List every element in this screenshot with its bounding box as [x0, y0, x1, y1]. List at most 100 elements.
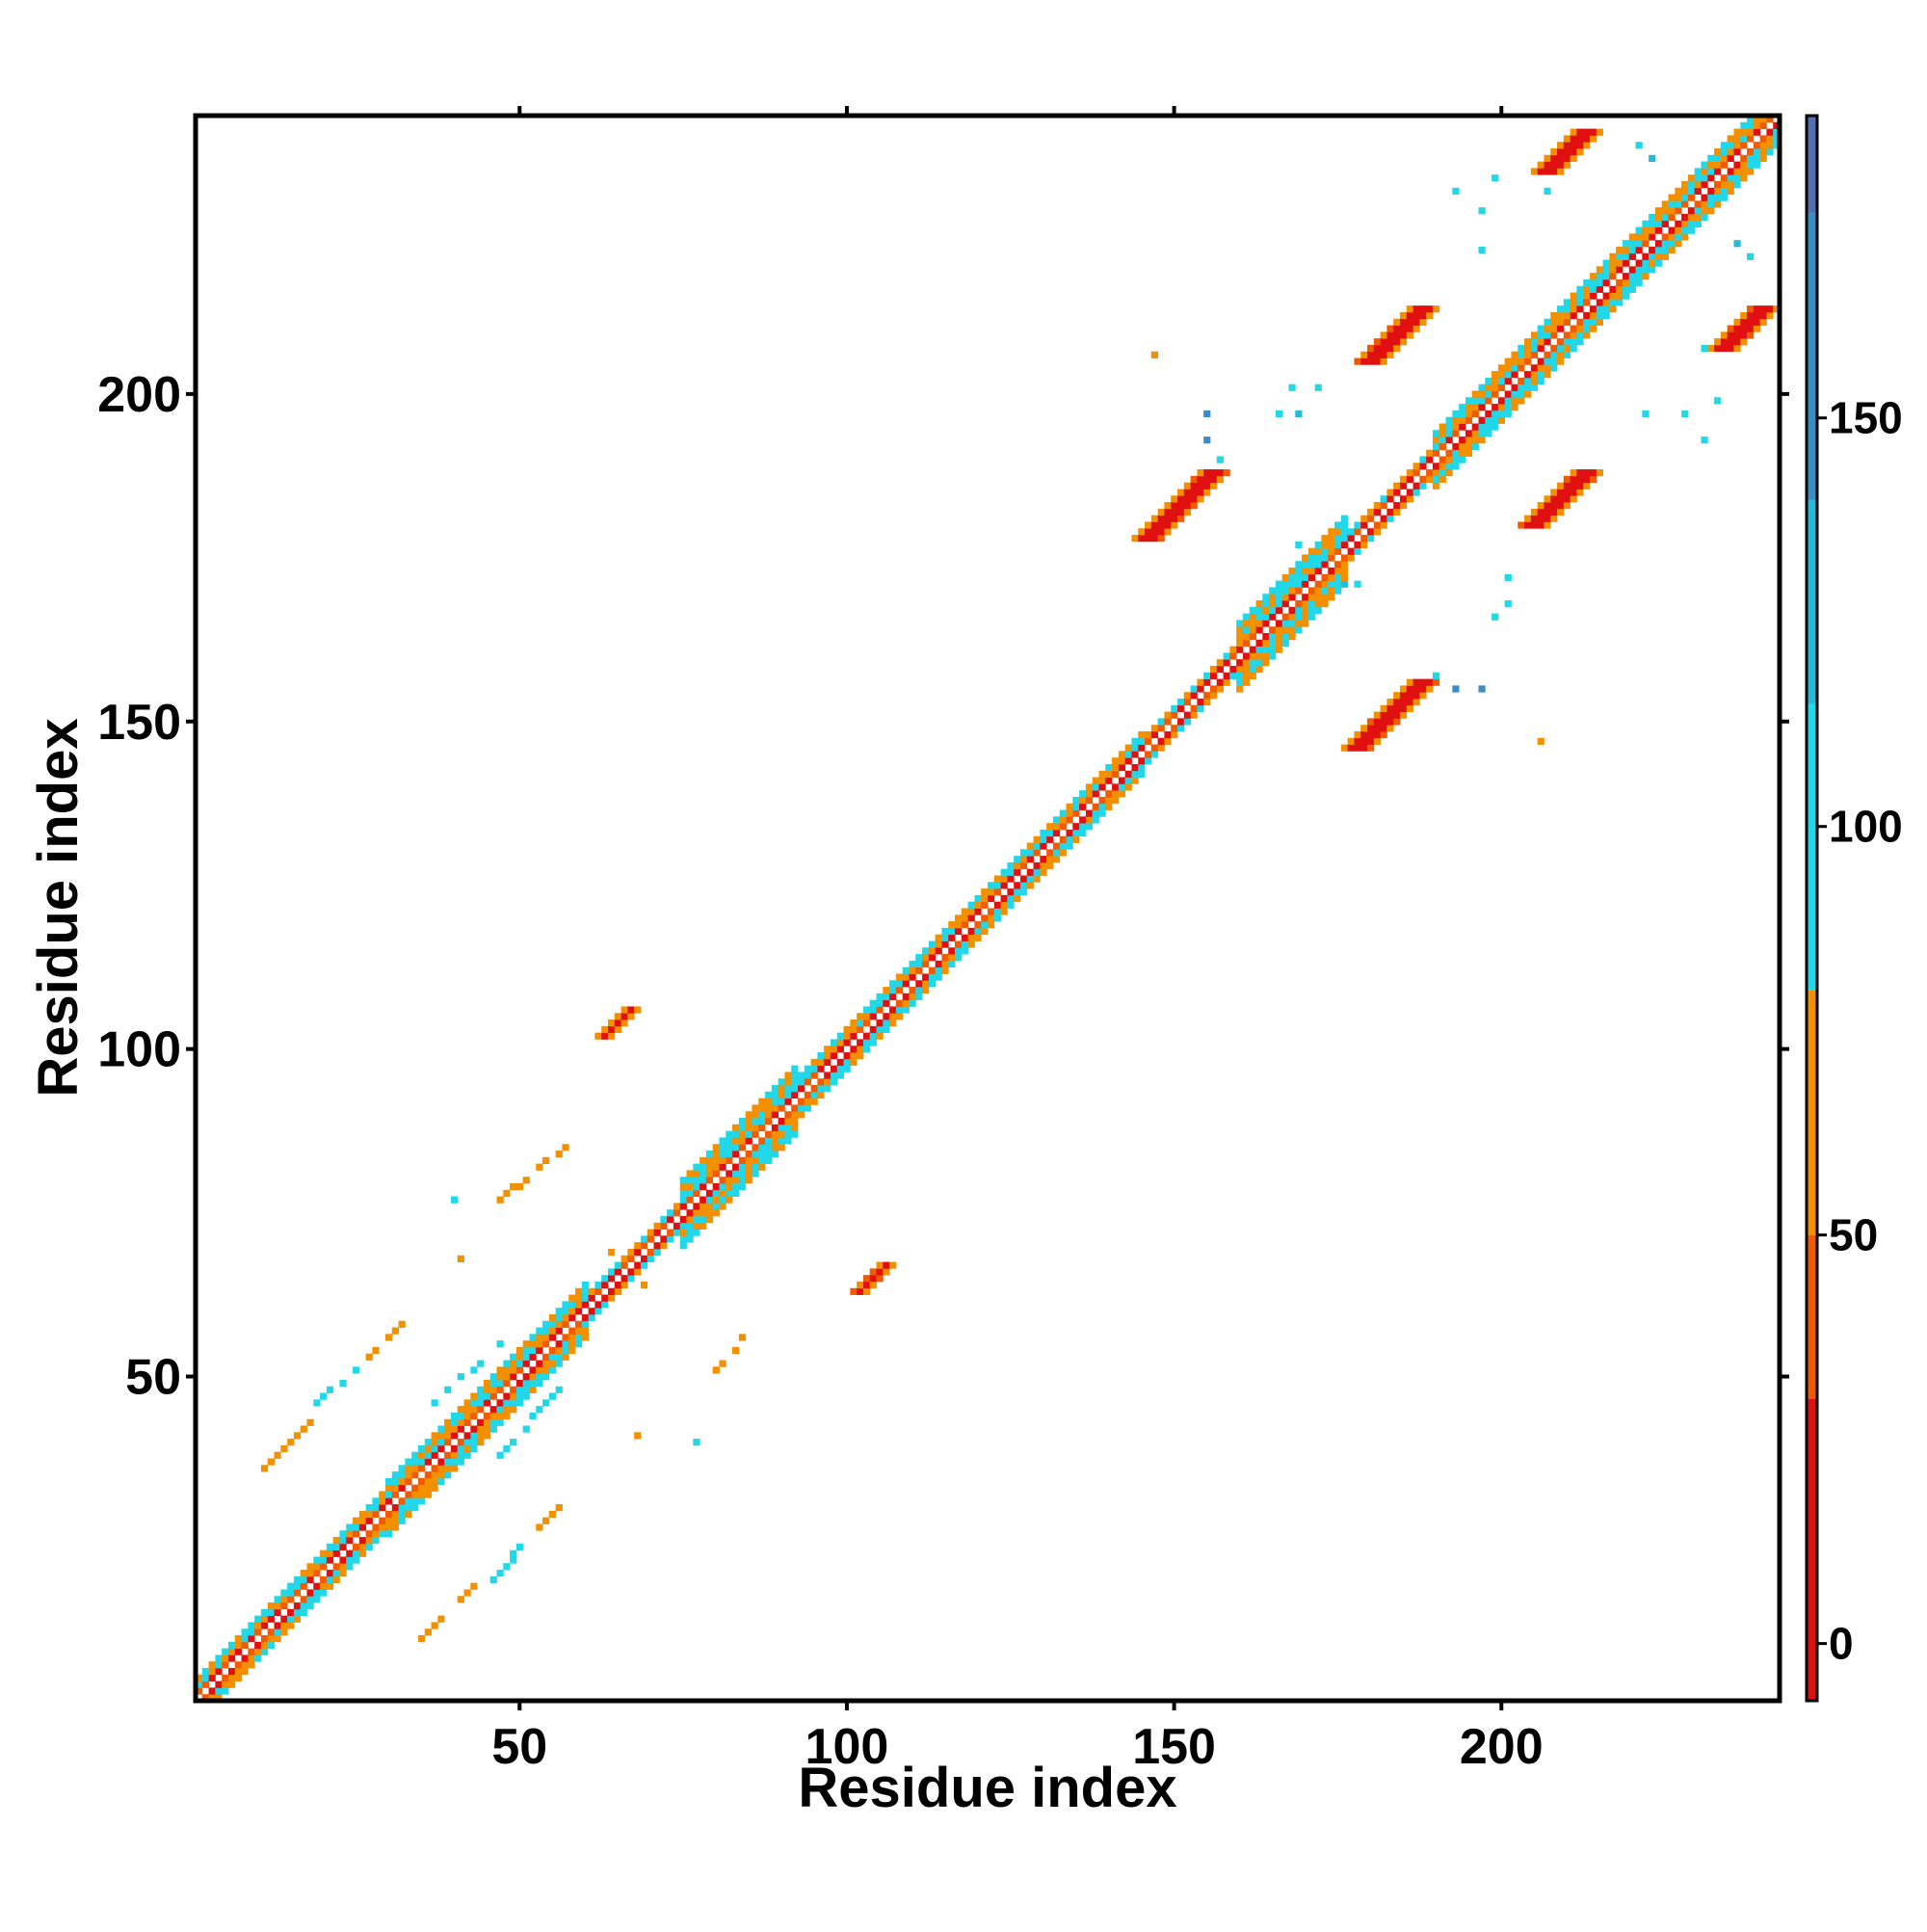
heatmap-cell	[300, 1602, 307, 1610]
heatmap-cell	[306, 1589, 314, 1597]
heatmap-cell	[391, 1510, 399, 1519]
heatmap-cell	[1491, 174, 1499, 182]
heatmap-cell	[836, 1058, 844, 1067]
heatmap-cell	[1642, 252, 1650, 260]
heatmap-cell	[817, 1078, 825, 1086]
heatmap-cell	[1393, 704, 1401, 712]
heatmap-cell	[1733, 180, 1741, 189]
heatmap-cell	[444, 1439, 452, 1446]
heatmap-cell	[1334, 580, 1342, 588]
heatmap-cell	[1183, 692, 1191, 700]
heatmap-cell	[1518, 377, 1525, 385]
colorbar-segment	[1807, 990, 1817, 1235]
heatmap-cell	[1275, 594, 1283, 601]
heatmap-cell	[705, 1203, 714, 1210]
heatmap-cell	[536, 1163, 543, 1171]
heatmap-cell	[955, 954, 963, 962]
heatmap-cell	[1544, 325, 1551, 332]
heatmap-cell	[353, 1366, 360, 1374]
heatmap-cell	[1157, 528, 1165, 536]
heatmap-cell	[1000, 908, 1008, 915]
heatmap-cell	[1622, 246, 1630, 254]
heatmap-cell	[1367, 744, 1375, 752]
heatmap-cell	[1197, 489, 1204, 496]
heatmap-cell	[542, 1334, 550, 1341]
heatmap-cell	[1373, 528, 1381, 536]
heatmap-cell	[1079, 829, 1087, 837]
heatmap-cell	[1622, 285, 1630, 293]
heatmap-cell	[444, 1451, 452, 1459]
heatmap-cell	[280, 1628, 288, 1636]
heatmap-cell	[1386, 344, 1394, 353]
heatmap-cell	[353, 1517, 360, 1524]
heatmap-cell	[503, 1444, 511, 1453]
heatmap-cell	[254, 1648, 262, 1655]
heatmap-cell	[1340, 580, 1349, 588]
heatmap-cell	[353, 1523, 360, 1531]
heatmap-cell	[1478, 390, 1486, 398]
heatmap-cell	[620, 1275, 628, 1283]
heatmap-cell	[1701, 180, 1708, 189]
heatmap-cell	[1681, 233, 1689, 241]
heatmap-cell	[1550, 331, 1558, 339]
heatmap-cell	[1465, 410, 1473, 418]
heatmap-cell	[1727, 180, 1734, 189]
heatmap-cell	[1747, 128, 1755, 136]
heatmap-cell	[1504, 600, 1512, 608]
heatmap-cell	[1753, 325, 1761, 332]
heatmap-cell	[778, 1144, 785, 1151]
heatmap-cell	[1209, 665, 1218, 674]
heatmap-cell	[358, 1537, 367, 1545]
heatmap-cell	[515, 1346, 524, 1355]
heatmap-cell	[405, 1491, 412, 1498]
heatmap-cell	[1537, 168, 1544, 175]
heatmap-cell	[496, 1418, 504, 1426]
heatmap-cell	[804, 1091, 811, 1099]
heatmap-cell	[1733, 344, 1741, 353]
heatmap-cell	[510, 1439, 517, 1446]
heatmap-cell	[1131, 770, 1139, 778]
heatmap-cell	[889, 987, 897, 994]
heatmap-cell	[391, 1491, 399, 1498]
heatmap-cell	[1249, 620, 1256, 627]
heatmap-cell	[358, 1523, 367, 1531]
heatmap-cell	[1759, 121, 1767, 129]
heatmap-cell	[758, 1163, 766, 1171]
heatmap-cell	[1478, 685, 1486, 693]
heatmap-cell	[555, 1346, 563, 1355]
heatmap-cell	[424, 1451, 432, 1459]
heatmap-cell	[1733, 161, 1741, 169]
heatmap-cell	[1609, 266, 1617, 274]
heatmap-cell	[1367, 357, 1375, 365]
heatmap-cell	[1687, 194, 1696, 201]
heatmap-cell	[1334, 521, 1342, 529]
heatmap-cell	[1367, 515, 1375, 522]
heatmap-cell	[594, 1301, 602, 1309]
heatmap-cell	[450, 1412, 459, 1420]
heatmap-cell	[1642, 233, 1650, 241]
heatmap-cell	[1406, 331, 1413, 339]
heatmap-cell	[745, 1137, 752, 1145]
heatmap-cell	[280, 1444, 288, 1453]
heatmap-cell	[1589, 292, 1597, 300]
heatmap-cell	[470, 1582, 478, 1590]
heatmap-cell	[437, 1439, 445, 1446]
heatmap-cell	[614, 1013, 621, 1020]
heatmap-cell	[548, 1353, 557, 1361]
heatmap-cell	[601, 1281, 609, 1289]
heatmap-cell	[1360, 515, 1368, 522]
heatmap-cell	[700, 1196, 707, 1204]
heatmap-cell	[1550, 161, 1558, 169]
heatmap-cell	[647, 1248, 654, 1257]
heatmap-cell	[993, 875, 1001, 883]
heatmap-cell	[752, 1124, 759, 1132]
heatmap-cell	[515, 1543, 524, 1551]
heatmap-cell	[1249, 659, 1256, 667]
heatmap-cell	[1079, 796, 1087, 805]
heatmap-cell	[1740, 338, 1748, 346]
heatmap-cell	[895, 1013, 904, 1020]
heatmap-cell	[850, 1032, 858, 1040]
heatmap-cell	[1360, 737, 1368, 745]
heatmap-cell	[463, 1589, 471, 1597]
heatmap-cell	[1701, 200, 1708, 208]
